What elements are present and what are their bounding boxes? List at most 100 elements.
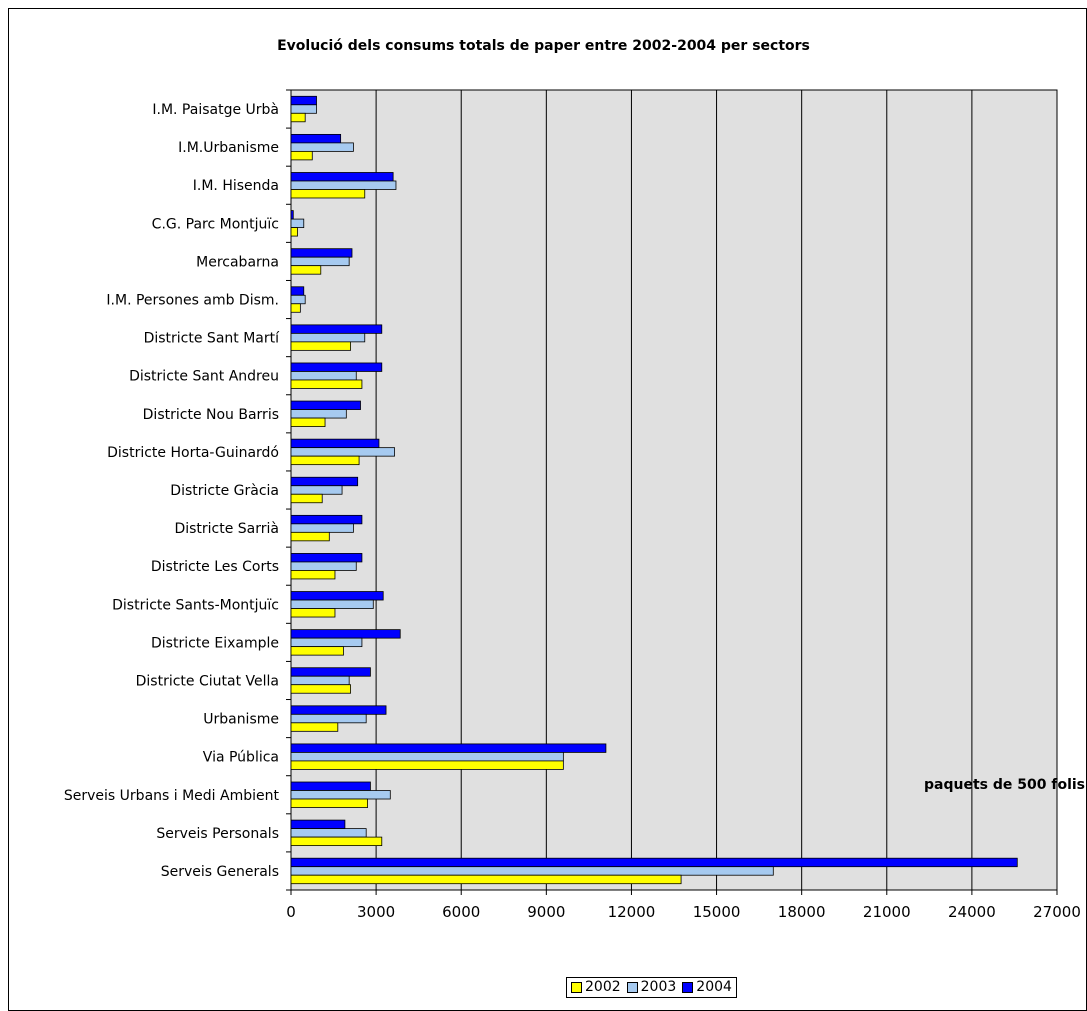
category-label: Districte Sarrià: [174, 521, 279, 537]
bar-2002: [290, 722, 339, 732]
bar-2002: [290, 227, 298, 237]
bar-2002: [290, 874, 682, 885]
legend-label-2002: 2002: [585, 979, 621, 995]
axes: [286, 89, 1058, 895]
legend-item-2002: 2002: [571, 979, 621, 995]
category-label: I.M. Hisenda: [193, 178, 279, 194]
bar-2003: [290, 599, 374, 609]
bar-2003: [290, 256, 350, 267]
category-label: I.M.Urbanisme: [178, 140, 279, 156]
x-tick-label: 0: [286, 903, 296, 921]
bar-2002: [290, 265, 322, 275]
bar-2003: [290, 218, 305, 228]
bar-2003: [290, 866, 774, 876]
tick-labels: 0 3000 6000 9000 12000 15000 18000 21000 24000 27…: [286, 903, 1081, 921]
bar-2003: [290, 371, 357, 381]
bar-2004: [290, 438, 380, 449]
legend-swatch-2002: [571, 981, 582, 993]
bar-2002: [290, 531, 330, 542]
bar-2002: [290, 417, 326, 427]
category-label: Via Pública: [203, 750, 279, 766]
gridlines: [375, 90, 973, 890]
bar-2003: [290, 409, 347, 419]
category-label: Serveis Generals: [161, 864, 279, 880]
bar-2003: [290, 104, 317, 114]
bar-2004: [290, 705, 387, 715]
category-label: I.M. Persones amb Dism.: [106, 293, 279, 309]
x-tick-label: 15000: [693, 903, 741, 921]
bar-2003: [290, 485, 343, 495]
legend-item-2003: 2003: [626, 979, 677, 995]
bar-2004: [290, 781, 371, 791]
bar-2002: [290, 493, 323, 504]
bar-2004: [290, 667, 371, 677]
bar-2003: [290, 294, 306, 305]
legend-label-2004: 2004: [696, 979, 732, 995]
category-label: Serveis Personals: [156, 826, 279, 842]
bar-2003: [290, 561, 357, 571]
bar-2003: [290, 790, 391, 800]
category-label: C.G. Parc Montjuïc: [152, 216, 279, 232]
bar-2004: [290, 476, 359, 487]
legend-item-2004: 2004: [682, 979, 732, 995]
bar-2002: [290, 684, 351, 694]
bar-2004: [290, 629, 401, 639]
bar-2004: [290, 553, 363, 563]
bar-2004: [290, 286, 305, 296]
category-label: Serveis Urbans i Medi Ambient: [64, 788, 280, 804]
bar-2003: [290, 752, 564, 762]
legend-swatch-2004: [682, 981, 694, 993]
category-label: Districte Gràcia: [170, 483, 279, 499]
bar-2003: [290, 447, 395, 457]
bar-2002: [290, 608, 336, 618]
bar-2004: [290, 324, 383, 334]
bar-2004: [290, 400, 361, 410]
bar-2002: [290, 646, 344, 656]
category-label: Districte Ciutat Vella: [136, 673, 279, 689]
bar-2002: [290, 760, 564, 770]
category-label: Districte Les Corts: [151, 559, 279, 575]
bar-2003: [290, 713, 367, 724]
category-label: Districte Sants-Montjuïc: [112, 597, 279, 613]
bar-2004: [290, 362, 383, 372]
bar-2002: [290, 150, 313, 161]
bar-2002: [290, 455, 360, 466]
bars: [290, 95, 1018, 885]
category-label: Mercabarna: [196, 254, 279, 270]
category-labels: I.M. Paisatge Urbà I.M.Urbanisme I.M. Hise…: [64, 102, 280, 880]
bar-2004: [290, 819, 346, 830]
legend: 2002 2003 2004: [566, 977, 737, 998]
bar-2002: [290, 798, 368, 808]
bar-2003: [290, 637, 363, 648]
bar-2003: [290, 180, 397, 190]
bar-2004: [290, 248, 353, 258]
bar-2002: [290, 836, 383, 847]
bar-2004: [290, 133, 342, 144]
bar-2003: [290, 523, 354, 533]
category-label: Districte Sant Andreu: [129, 369, 279, 385]
chart-title: Evolució dels consums totals de paper en…: [277, 38, 810, 54]
bar-2002: [290, 379, 363, 389]
category-label: Districte Sant Martí: [144, 331, 281, 347]
bar-2002: [290, 341, 351, 351]
legend-label-2003: 2003: [640, 979, 677, 995]
plot-area: [290, 89, 1058, 891]
category-label: I.M. Paisatge Urbà: [152, 102, 279, 118]
bar-2004: [290, 95, 317, 106]
x-axis-label: paquets de 500 folis: [924, 777, 1085, 793]
bar-2003: [290, 675, 350, 686]
category-label: Districte Horta-Guinardó: [107, 445, 279, 461]
bar-2004: [290, 591, 384, 601]
x-tick-label: 6000: [442, 903, 480, 921]
bar-2004: [290, 210, 294, 220]
x-tick-label: 27000: [1033, 903, 1081, 921]
bar-2002: [290, 112, 306, 123]
bar-2004: [290, 857, 1018, 868]
x-tick-label: 12000: [608, 903, 656, 921]
bar-2004: [290, 172, 394, 182]
x-tick-label: 9000: [527, 903, 565, 921]
category-label: Districte Eixample: [151, 635, 279, 651]
bar-2003: [290, 828, 367, 838]
bar-2004: [290, 514, 363, 525]
legend-swatch-2003: [626, 981, 638, 993]
